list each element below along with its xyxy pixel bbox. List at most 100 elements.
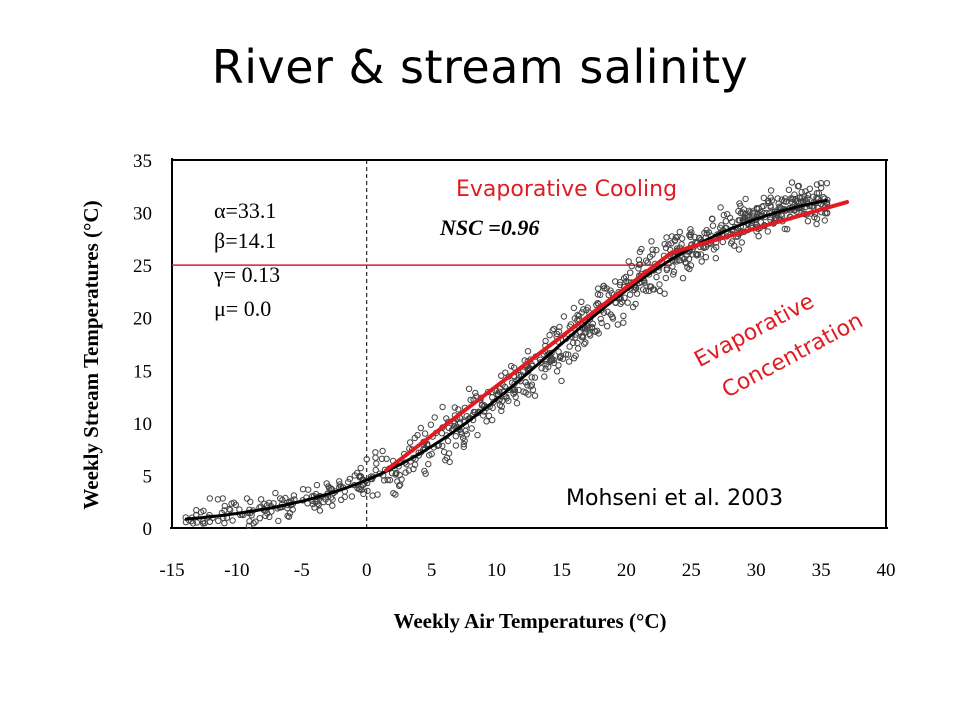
data-point [572, 334, 579, 341]
data-point [681, 255, 688, 262]
data-point [581, 340, 588, 348]
data-point [329, 502, 336, 509]
citation-label: Mohseni et al. 2003 [566, 486, 783, 511]
data-point [388, 470, 396, 477]
y-tick-label: 5 [143, 466, 153, 487]
data-point [559, 355, 567, 362]
data-point [250, 520, 257, 527]
data-point [451, 404, 458, 411]
x-axis-label: Weekly Air Temperatures (°C) [393, 609, 666, 633]
data-point [639, 286, 647, 293]
data-point [574, 339, 581, 347]
data-point [653, 246, 660, 254]
data-point [582, 339, 589, 346]
data-point [632, 300, 639, 308]
data-point [299, 486, 307, 493]
data-point [565, 351, 572, 358]
data-point [642, 287, 650, 294]
data-point [698, 258, 705, 265]
x-tick-label: 20 [617, 560, 636, 581]
data-point [772, 214, 780, 221]
data-point [363, 456, 370, 463]
data-point [446, 458, 453, 466]
data-point [712, 255, 719, 262]
x-tick-label: -15 [159, 560, 184, 581]
x-tick-label: 40 [877, 560, 896, 581]
data-point [598, 319, 605, 327]
data-point [614, 321, 621, 328]
data-point [410, 465, 417, 473]
data-point [672, 234, 679, 241]
data-point [702, 254, 710, 261]
param-mu: μ= 0.0 [214, 296, 271, 321]
data-point [215, 517, 222, 524]
linear-segments [384, 200, 850, 473]
data-point [684, 264, 691, 271]
data-point [566, 343, 573, 350]
data-point [683, 252, 690, 259]
data-point [813, 220, 820, 228]
data-point [646, 283, 654, 290]
data-point [649, 251, 656, 258]
nsc-label: NSC =0.96 [439, 215, 539, 240]
data-point [221, 502, 229, 510]
data-point [421, 430, 429, 437]
data-point [522, 379, 529, 386]
data-point [661, 290, 668, 297]
data-point [691, 233, 698, 241]
data-point [357, 473, 365, 480]
data-point [510, 390, 517, 397]
data-point [717, 204, 724, 211]
x-tick-label: 10 [487, 560, 506, 581]
data-point [560, 313, 568, 320]
data-point [697, 251, 705, 258]
logistic-fit-curve [184, 198, 828, 521]
data-point [357, 464, 364, 472]
data-point [565, 358, 573, 365]
y-tick-labels: 0 5 10 15 20 25 30 35 [133, 151, 152, 540]
data-point [452, 433, 459, 440]
data-point [578, 309, 585, 316]
data-point [574, 345, 582, 352]
data-point [778, 212, 786, 220]
data-point [341, 493, 348, 501]
data-point [372, 466, 379, 474]
data-point [735, 246, 743, 253]
x-tick-label: 0 [362, 560, 372, 581]
data-point [193, 519, 201, 526]
data-point [794, 183, 802, 190]
data-point [501, 383, 509, 391]
evaporative-cooling-label: Evaporative Cooling [456, 177, 677, 202]
data-point [617, 279, 624, 286]
data-point [542, 337, 549, 345]
data-point [625, 258, 632, 265]
data-point [489, 404, 496, 412]
data-point [662, 244, 670, 252]
data-point [600, 309, 608, 316]
data-point [668, 240, 675, 247]
data-point [461, 437, 468, 444]
data-point [406, 439, 414, 446]
data-point [372, 454, 379, 461]
data-point [636, 248, 644, 256]
data-point [515, 371, 523, 379]
data-point [438, 430, 446, 437]
data-point [624, 299, 631, 306]
param-gamma: γ= 0.13 [213, 262, 280, 287]
data-point [525, 391, 532, 398]
data-point [558, 377, 565, 385]
data-point [374, 491, 381, 498]
data-point [729, 218, 736, 226]
data-point [325, 483, 332, 490]
data-point [496, 402, 504, 409]
data-point [682, 259, 689, 266]
data-point [364, 487, 371, 495]
data-point [346, 475, 353, 483]
data-point [784, 226, 791, 233]
data-point [396, 482, 403, 489]
data-point [604, 323, 611, 330]
data-point [549, 327, 556, 334]
data-point [570, 304, 578, 312]
data-point [579, 334, 587, 341]
data-point [315, 501, 322, 508]
